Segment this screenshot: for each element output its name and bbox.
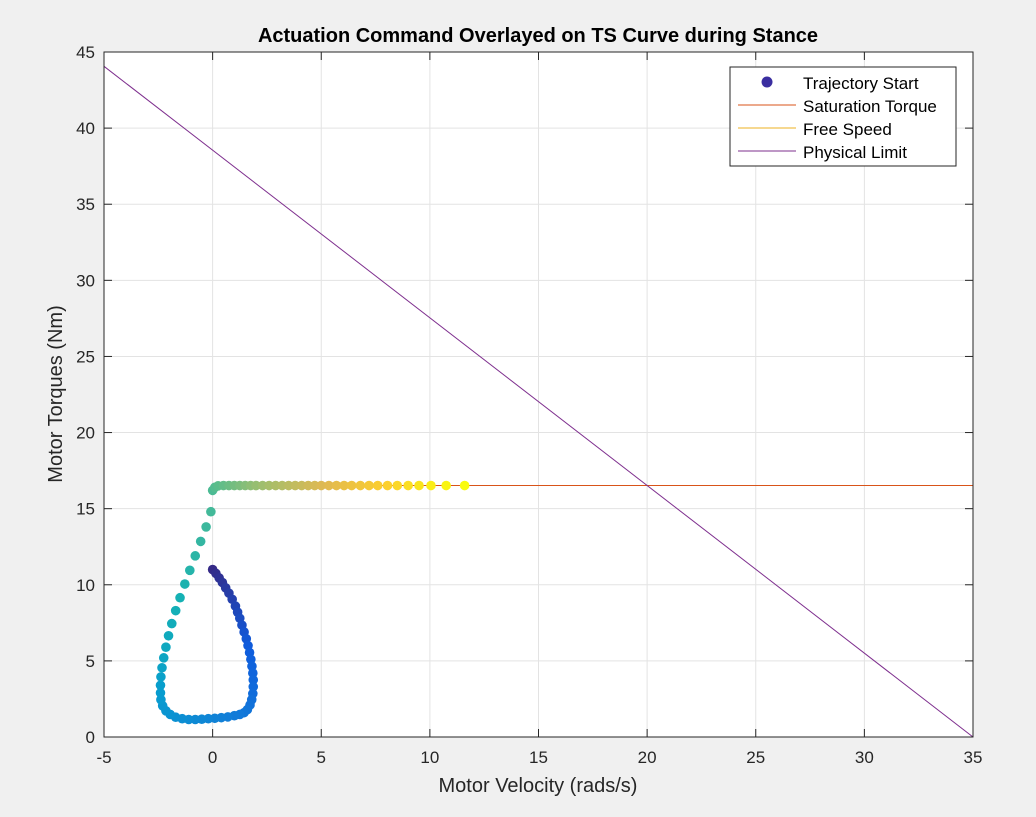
- x-tick-label: 0: [208, 748, 217, 767]
- trajectory-point: [364, 480, 374, 491]
- trajectory-point: [355, 480, 366, 491]
- trajectory-point: [155, 680, 166, 691]
- trajectory-point: [248, 681, 259, 692]
- trajectory-point: [180, 579, 190, 589]
- trajectory-point: [195, 536, 206, 547]
- legend-label-physical-limit: Physical Limit: [803, 143, 907, 162]
- x-tick-label: 25: [746, 748, 765, 767]
- legend-marker-trajectory-start: [761, 76, 773, 88]
- trajectory-point: [459, 480, 470, 491]
- trajectory-point: [166, 618, 177, 629]
- trajectory-point: [346, 480, 357, 491]
- trajectory-point: [382, 480, 393, 491]
- y-tick-label: 25: [76, 347, 95, 366]
- legend-label-free-speed: Free Speed: [803, 120, 892, 139]
- trajectory-point: [201, 522, 211, 532]
- chart-title: Actuation Command Overlayed on TS Curve …: [258, 25, 818, 47]
- y-tick-label: 45: [76, 43, 95, 62]
- trajectory-point: [316, 480, 327, 491]
- y-tick-label: 35: [76, 195, 95, 214]
- x-tick-label: 5: [317, 748, 326, 767]
- x-tick-label: 30: [855, 748, 874, 767]
- y-tick-label: 0: [86, 728, 95, 747]
- y-tick-label: 40: [76, 119, 95, 138]
- trajectory-point: [161, 642, 171, 652]
- y-tick-label: 20: [76, 424, 95, 443]
- trajectory-point: [331, 480, 342, 491]
- y-tick-label: 5: [86, 652, 95, 671]
- x-tick-label: 15: [529, 748, 548, 767]
- trajectory-point: [372, 480, 383, 491]
- x-axis-label: Motor Velocity (rads/s): [439, 775, 638, 797]
- trajectory-point: [190, 551, 201, 561]
- trajectory-point: [158, 653, 169, 663]
- plot-layer: [103, 65, 974, 738]
- trajectory-point: [392, 480, 403, 491]
- legend: Trajectory Start Saturation Torque Free …: [729, 66, 957, 167]
- trajectory-point: [414, 480, 424, 491]
- trajectory-point: [156, 694, 166, 705]
- y-tick-label: 30: [76, 271, 95, 290]
- x-tick-label: -5: [96, 748, 111, 767]
- trajectory-point: [248, 675, 259, 685]
- x-tick-label: 10: [420, 748, 439, 767]
- x-tick-label: 35: [964, 748, 983, 767]
- trajectory-point: [185, 565, 195, 576]
- trajectory-point: [324, 480, 334, 491]
- trajectory-point: [441, 480, 451, 491]
- trajectory-point: [248, 668, 258, 678]
- trajectory-point: [155, 688, 166, 698]
- trajectory-point: [339, 480, 349, 491]
- trajectory-point: [426, 480, 436, 491]
- y-tick-label: 15: [76, 500, 95, 519]
- trajectory-point: [170, 605, 181, 616]
- trajectory-point: [157, 662, 167, 673]
- trajectory-point: [403, 480, 413, 491]
- legend-label-saturation-torque: Saturation Torque: [803, 97, 937, 116]
- trajectory-point: [156, 672, 166, 682]
- y-tick-label: 10: [76, 576, 95, 595]
- trajectory-point: [206, 506, 216, 517]
- trajectory-point: [163, 630, 174, 641]
- physical-limit-line: [103, 65, 974, 738]
- trajectory-point: [175, 592, 185, 603]
- y-axis-label: Motor Torques (Nm): [45, 305, 67, 482]
- x-tick-label: 20: [638, 748, 657, 767]
- legend-label-trajectory-start: Trajectory Start: [803, 74, 919, 93]
